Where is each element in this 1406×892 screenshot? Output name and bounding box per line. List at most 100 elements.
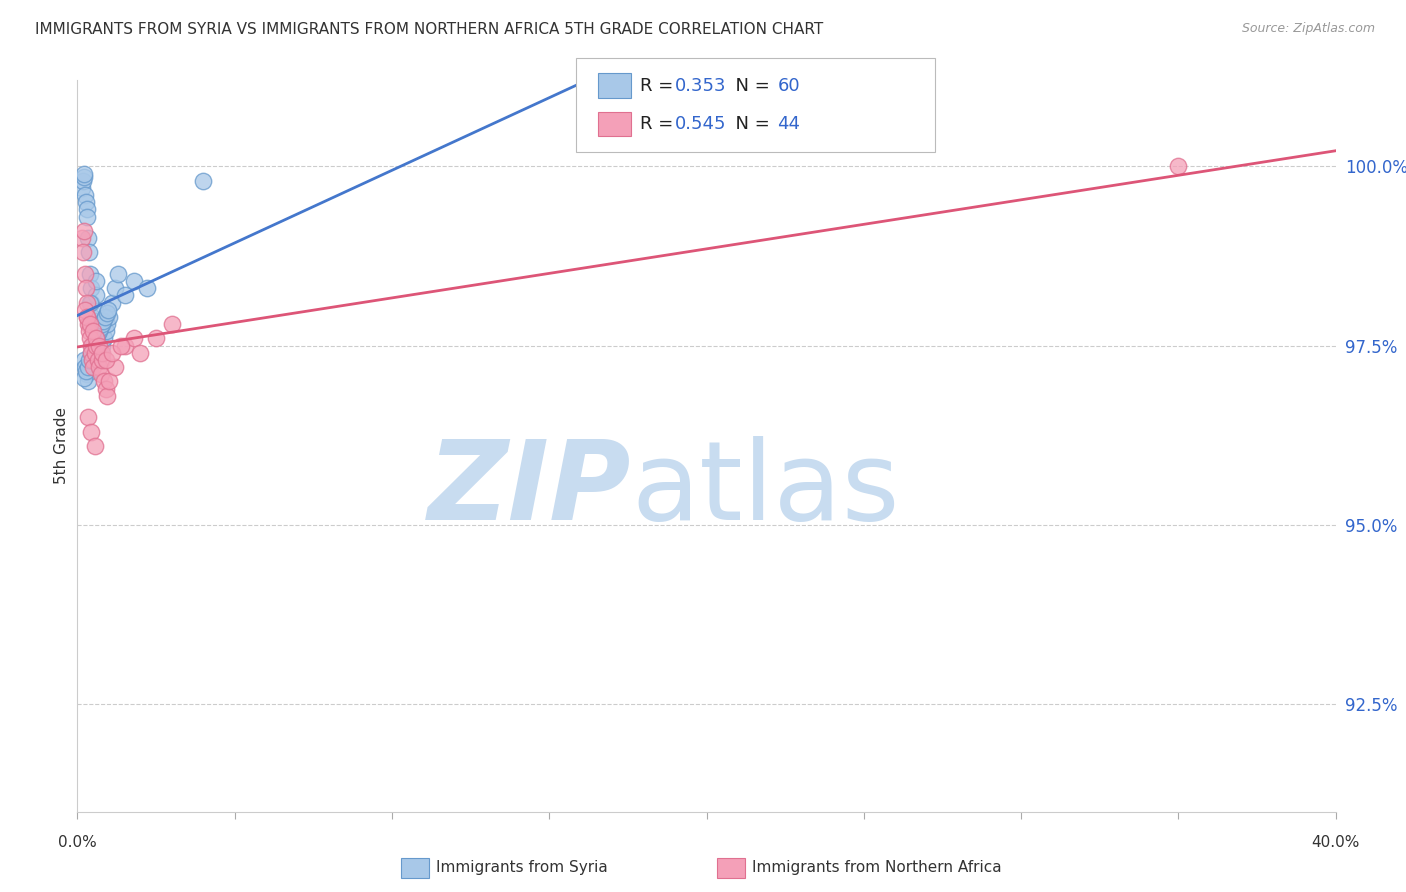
- Point: [1167, 159, 1189, 173]
- Point: [75, 360, 97, 375]
- Text: 0.545: 0.545: [675, 115, 727, 133]
- Point: [84, 331, 107, 345]
- Point: [89, 338, 111, 352]
- Point: [104, 360, 127, 375]
- Text: R =: R =: [640, 115, 679, 133]
- Point: [107, 267, 129, 281]
- Text: Immigrants from Syria: Immigrants from Syria: [436, 861, 607, 875]
- Point: [96, 317, 118, 331]
- Point: [76, 202, 98, 217]
- Point: [73, 371, 96, 385]
- Point: [76, 310, 98, 324]
- Point: [84, 274, 107, 288]
- Point: [75, 364, 97, 378]
- Text: IMMIGRANTS FROM SYRIA VS IMMIGRANTS FROM NORTHERN AFRICA 5TH GRADE CORRELATION C: IMMIGRANTS FROM SYRIA VS IMMIGRANTS FROM…: [35, 22, 824, 37]
- Point: [79, 245, 101, 260]
- Point: [79, 281, 101, 295]
- Point: [101, 295, 124, 310]
- Point: [90, 368, 112, 382]
- Point: [90, 345, 112, 359]
- Point: [80, 357, 103, 371]
- Point: [93, 331, 115, 345]
- Point: [82, 338, 104, 352]
- Point: [135, 281, 157, 295]
- Point: [94, 310, 117, 324]
- Point: [70, 231, 93, 245]
- Point: [77, 375, 100, 389]
- Point: [82, 353, 104, 368]
- Point: [72, 174, 94, 188]
- Point: [75, 267, 97, 281]
- Point: [79, 267, 101, 281]
- Point: [104, 281, 127, 295]
- Point: [89, 320, 111, 334]
- Point: [97, 310, 120, 324]
- Point: [83, 313, 105, 327]
- Point: [83, 439, 105, 453]
- Point: [73, 167, 96, 181]
- Point: [93, 313, 115, 327]
- Point: [83, 345, 105, 359]
- Point: [77, 231, 100, 245]
- Point: [79, 317, 101, 331]
- Text: N =: N =: [724, 77, 776, 95]
- Point: [91, 338, 114, 352]
- Point: [77, 410, 100, 425]
- Point: [90, 317, 112, 331]
- Point: [96, 306, 118, 320]
- Point: [79, 295, 101, 310]
- Point: [79, 324, 101, 338]
- Text: Source: ZipAtlas.com: Source: ZipAtlas.com: [1241, 22, 1375, 36]
- Point: [80, 425, 103, 439]
- Point: [97, 302, 120, 317]
- Point: [89, 360, 111, 375]
- Point: [160, 317, 183, 331]
- Point: [76, 210, 98, 224]
- Text: atlas: atlas: [631, 436, 900, 543]
- Point: [82, 324, 104, 338]
- Point: [72, 353, 94, 368]
- Point: [83, 302, 105, 317]
- Point: [101, 345, 124, 359]
- Point: [79, 331, 101, 345]
- Point: [89, 338, 111, 352]
- Point: [84, 338, 107, 352]
- Point: [76, 310, 98, 324]
- Point: [83, 342, 105, 356]
- Point: [70, 181, 93, 195]
- Point: [72, 245, 94, 260]
- Point: [84, 331, 107, 345]
- Point: [93, 375, 115, 389]
- Point: [191, 174, 215, 188]
- Point: [94, 382, 117, 396]
- Point: [75, 281, 97, 295]
- Text: Immigrants from Northern Africa: Immigrants from Northern Africa: [752, 861, 1002, 875]
- Point: [76, 360, 98, 375]
- Point: [80, 345, 103, 359]
- Point: [75, 188, 97, 202]
- Point: [94, 324, 117, 338]
- Point: [87, 353, 110, 368]
- Point: [79, 353, 101, 368]
- Point: [145, 331, 167, 345]
- Text: 0.353: 0.353: [675, 77, 727, 95]
- Point: [87, 331, 110, 345]
- Point: [83, 334, 105, 349]
- Point: [84, 331, 107, 345]
- Point: [79, 338, 101, 352]
- Point: [114, 338, 136, 352]
- Text: 0.0%: 0.0%: [58, 836, 97, 850]
- Point: [80, 295, 103, 310]
- Text: ZIP: ZIP: [427, 436, 631, 543]
- Text: N =: N =: [724, 115, 776, 133]
- Text: 44: 44: [778, 115, 800, 133]
- Point: [82, 317, 104, 331]
- Point: [73, 224, 96, 238]
- Point: [94, 353, 117, 368]
- Point: [75, 302, 97, 317]
- Point: [122, 331, 145, 345]
- Point: [96, 389, 118, 403]
- Point: [77, 317, 100, 331]
- Point: [97, 375, 120, 389]
- Point: [75, 195, 97, 210]
